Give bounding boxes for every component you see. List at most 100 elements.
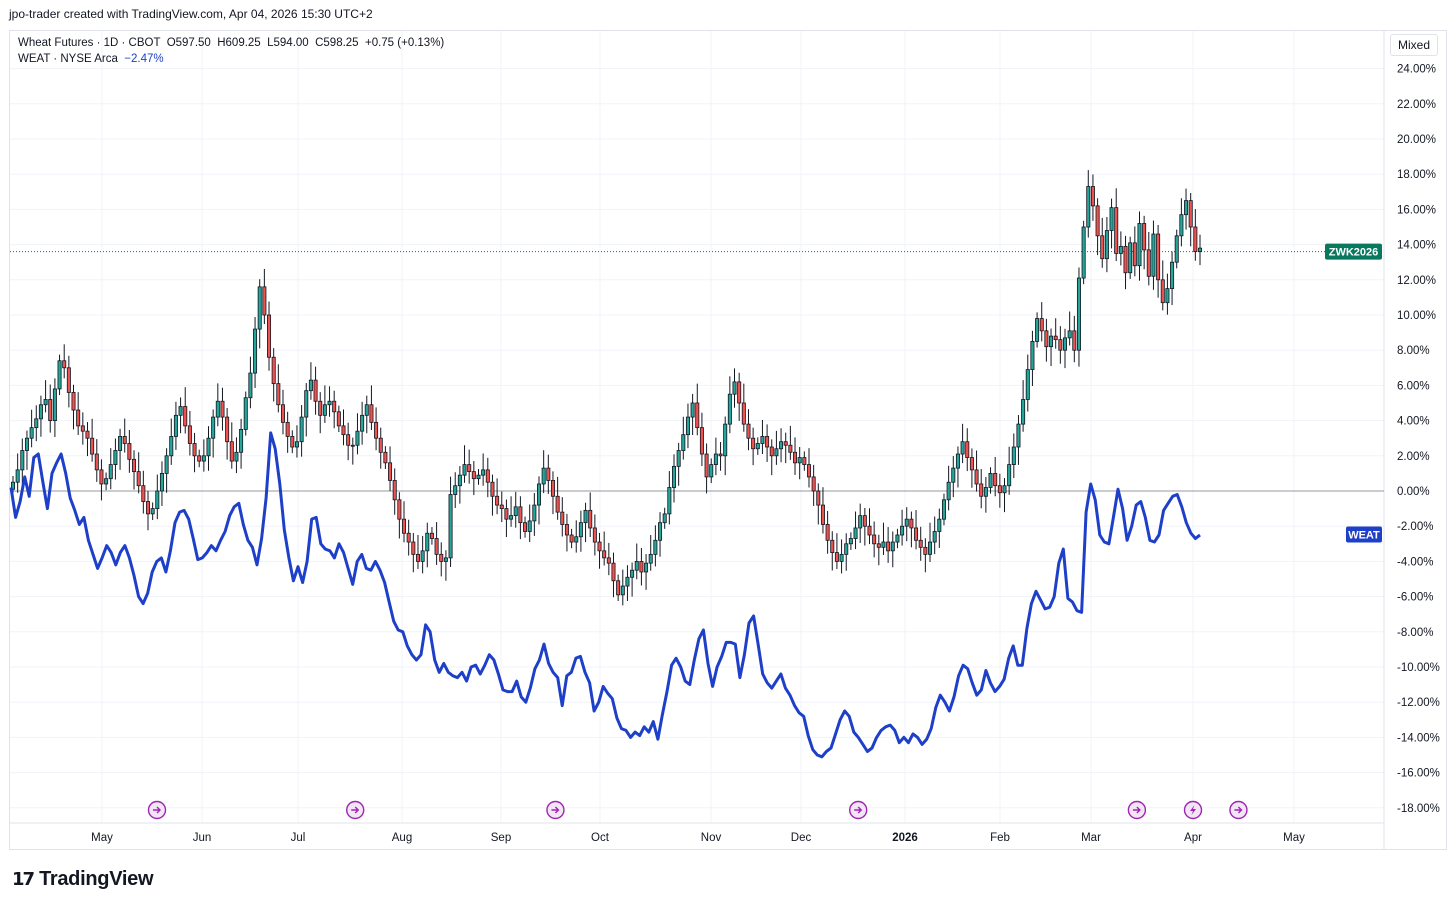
- candle-body: [704, 453, 709, 478]
- candle-body: [639, 561, 644, 573]
- candle-body: [85, 430, 90, 439]
- candle-body: [779, 441, 784, 450]
- candle-body: [415, 553, 420, 562]
- scale-mode-button[interactable]: Mixed: [1390, 34, 1438, 56]
- candle-body: [1021, 399, 1026, 425]
- candle-body: [1025, 369, 1030, 400]
- x-tick-label: Aug: [392, 832, 412, 844]
- candle-body: [201, 455, 206, 462]
- candle-body: [699, 427, 704, 455]
- candle-body: [904, 518, 909, 527]
- candle-body: [10, 481, 15, 490]
- candle-body: [374, 421, 379, 439]
- candle-body: [662, 513, 667, 524]
- candle-body: [862, 515, 867, 527]
- candle-body: [1109, 207, 1114, 231]
- tag-zwk2026-bg: [1325, 243, 1382, 260]
- candle-body: [192, 443, 197, 457]
- candle-body: [308, 379, 313, 392]
- y-tick-label: 16.00%: [1397, 204, 1436, 216]
- chart-frame[interactable]: [9, 30, 1447, 850]
- y-tick-label: 24.00%: [1397, 64, 1436, 76]
- candle-body: [872, 534, 877, 545]
- candle-body: [1160, 279, 1165, 304]
- candle-body: [304, 390, 309, 418]
- candle-body: [727, 393, 732, 425]
- candle-body: [485, 469, 490, 483]
- candle-body: [150, 508, 155, 515]
- candle-body: [797, 457, 802, 464]
- candle-body: [648, 553, 653, 564]
- candle-body: [420, 550, 425, 562]
- x-tick-label: Jun: [193, 832, 212, 844]
- candle-body: [518, 506, 523, 524]
- candle-body: [937, 518, 942, 532]
- candle-body: [360, 414, 365, 432]
- candle-body: [225, 416, 230, 443]
- candle-body: [453, 485, 458, 495]
- candle-body: [439, 553, 444, 562]
- candle-body: [890, 541, 895, 552]
- candle-body: [38, 404, 43, 420]
- candle-body: [327, 400, 332, 406]
- grid-lines: [10, 31, 1385, 849]
- candle-body: [127, 443, 132, 460]
- candle-body: [834, 552, 839, 562]
- candle-body: [113, 450, 118, 465]
- legend-close: 598.25: [323, 37, 359, 49]
- candle-body: [681, 434, 686, 451]
- candle-body: [583, 509, 588, 524]
- candle-body: [24, 437, 29, 451]
- candle-body: [592, 527, 597, 543]
- x-tick-label: Oct: [591, 832, 610, 844]
- candle-body: [434, 538, 439, 555]
- candle-body: [811, 476, 816, 492]
- candle-body: [769, 446, 774, 457]
- candle-body: [928, 541, 933, 555]
- lightning-icon: [1190, 805, 1196, 815]
- candle-body: [1142, 223, 1147, 251]
- candle-body: [471, 471, 476, 480]
- candle-body: [602, 550, 607, 559]
- candle-body: [644, 562, 649, 573]
- candle-body: [108, 464, 113, 480]
- candle-body: [555, 495, 560, 513]
- candle-body: [1044, 330, 1049, 348]
- candle-body: [43, 399, 48, 406]
- candle-body: [364, 404, 369, 416]
- candle-body: [1188, 200, 1193, 228]
- candle-body: [886, 541, 891, 552]
- candle-body: [806, 464, 811, 478]
- candle-body: [597, 541, 602, 552]
- candle-body: [723, 423, 728, 457]
- candle-body: [1132, 242, 1137, 267]
- candle-body: [741, 402, 746, 425]
- legend-main-row: Wheat Futures · 1D · CBOT O597.50 H609.2…: [18, 37, 445, 49]
- candle-body: [509, 515, 514, 520]
- candle-body: [685, 416, 690, 436]
- candle-body: [1016, 423, 1021, 448]
- candle-body: [616, 580, 621, 596]
- candle-body: [94, 453, 99, 471]
- legend-high: 609.25: [225, 37, 261, 49]
- candle-body: [946, 481, 951, 501]
- candle-body: [625, 576, 630, 587]
- compare-line: [9, 431, 1201, 759]
- candle-body: [169, 436, 174, 457]
- candle-body: [848, 538, 853, 545]
- candle-body: [285, 421, 290, 437]
- candle-body: [1151, 233, 1156, 277]
- candle-body: [499, 504, 504, 509]
- candle-body: [99, 469, 104, 485]
- candle-body: [322, 404, 327, 416]
- candle-body: [406, 532, 411, 543]
- y-tick-label: -18.00%: [1397, 803, 1440, 815]
- tradingview-logo[interactable]: 17 TradingView: [12, 868, 154, 891]
- candle-body: [336, 411, 341, 427]
- candle-body: [653, 539, 658, 555]
- candle-body: [825, 524, 830, 541]
- candle-body: [1137, 223, 1142, 267]
- candle-body: [388, 462, 393, 481]
- candle-body: [155, 490, 160, 510]
